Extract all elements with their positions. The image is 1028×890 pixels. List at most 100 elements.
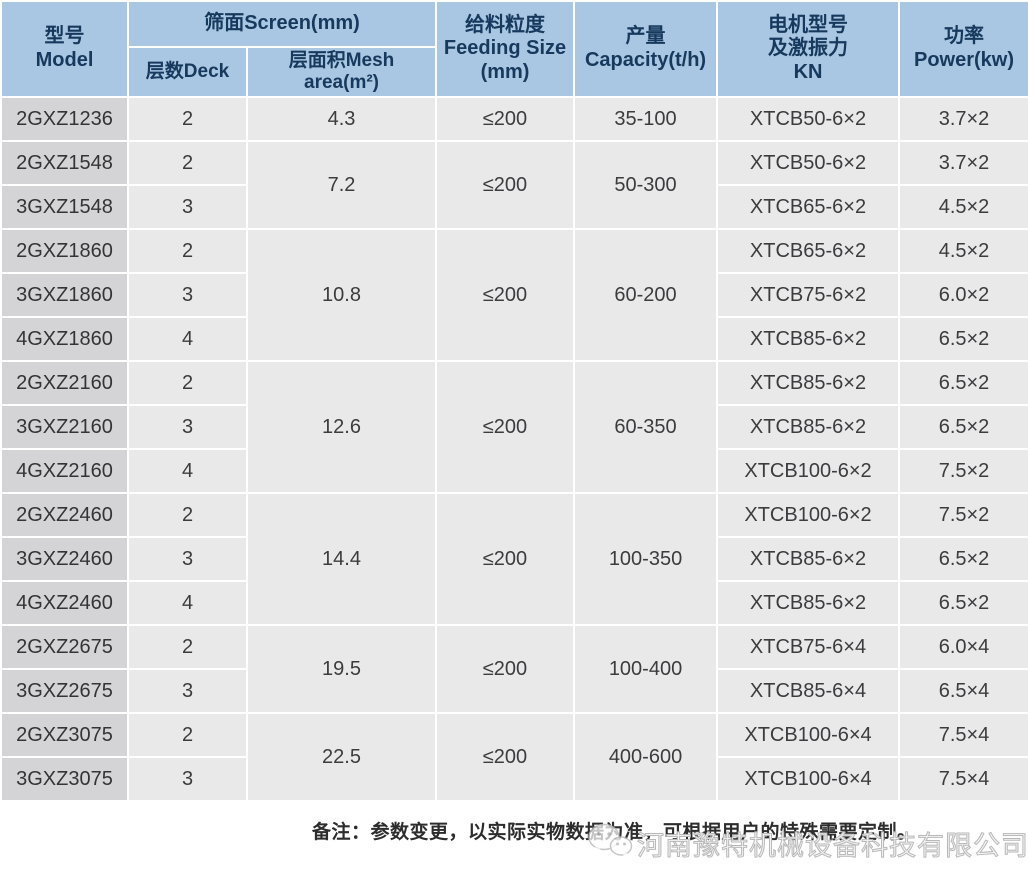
power-cell: 4.5×2 bbox=[898, 228, 1028, 274]
power-cell: 6.0×4 bbox=[898, 624, 1028, 670]
deck-cell: 2 bbox=[127, 228, 248, 274]
motor-cell: XTCB85-6×2 bbox=[716, 580, 901, 626]
deck-cell: 2 bbox=[127, 360, 248, 406]
deck-cell: 3 bbox=[127, 184, 248, 230]
table-row: 2GXZ3075 2 22.5 ≤200 400-600 XTCB100-6×4 7.5×4 bbox=[0, 712, 1028, 802]
deck-cell: 4 bbox=[127, 316, 248, 362]
capacity-cell: 60-200 bbox=[573, 228, 719, 362]
power-cell: 6.0×2 bbox=[898, 272, 1028, 318]
feeding-size-cell: ≤200 bbox=[435, 492, 576, 626]
capacity-cell: 100-350 bbox=[573, 492, 719, 626]
deck-cell: 2 bbox=[127, 492, 248, 538]
header-model: 型号 Model bbox=[0, 0, 129, 98]
mesh-area-cell: 7.2 bbox=[245, 140, 438, 230]
model-cell: 2GXZ1548 bbox=[0, 140, 129, 186]
spec-table-body: 2GXZ1236 2 4.3 ≤200 35-100 XTCB50-6×2 3.7×2 2GX… bbox=[0, 96, 1028, 802]
power-cell: 4.5×2 bbox=[898, 184, 1028, 230]
motor-cell: XTCB100-6×2 bbox=[716, 448, 901, 494]
table-row: 3GXZ3075 3 XTCB100-6×4 7.5×4 bbox=[0, 756, 1028, 802]
table-row: 3GXZ1860 3 XTCB75-6×2 6.0×2 bbox=[0, 272, 1028, 318]
mesh-area-cell: 19.5 bbox=[245, 624, 438, 714]
table-row: 2GXZ2160 2 12.6 ≤200 60-350 XTCB85-6×2 6.5×2 bbox=[0, 360, 1028, 494]
spec-table-header: 型号 Model 筛面Screen(mm) 给料粒度 Feeding Size … bbox=[0, 0, 1028, 98]
motor-cell: XTCB85-6×4 bbox=[716, 668, 901, 714]
motor-cell: XTCB65-6×2 bbox=[716, 228, 901, 274]
model-cell: 3GXZ1548 bbox=[0, 184, 129, 230]
deck-cell: 3 bbox=[127, 404, 248, 450]
header-motor: 电机型号 及激振力 KN bbox=[716, 0, 901, 98]
table-row: 3GXZ2460 3 XTCB85-6×2 6.5×2 bbox=[0, 536, 1028, 582]
table-row: 2GXZ2675 2 19.5 ≤200 100-400 XTCB75-6×4 6.0×4 bbox=[0, 624, 1028, 714]
model-cell: 4GXZ1860 bbox=[0, 316, 129, 362]
motor-cell: XTCB75-6×4 bbox=[716, 624, 901, 670]
power-cell: 6.5×2 bbox=[898, 316, 1028, 362]
deck-cell: 2 bbox=[127, 712, 248, 758]
feeding-size-cell: ≤200 bbox=[435, 140, 576, 230]
table-row: 4GXZ1860 4 XTCB85-6×2 6.5×2 bbox=[0, 316, 1028, 362]
model-cell: 3GXZ2675 bbox=[0, 668, 129, 714]
deck-cell: 2 bbox=[127, 96, 248, 142]
capacity-cell: 35-100 bbox=[573, 96, 719, 142]
capacity-cell: 50-300 bbox=[573, 140, 719, 230]
feeding-size-cell: ≤200 bbox=[435, 360, 576, 494]
header-mesh-area: 层面积Mesh area(m²) bbox=[245, 46, 438, 98]
model-cell: 2GXZ1860 bbox=[0, 228, 129, 274]
feeding-size-cell: ≤200 bbox=[435, 228, 576, 362]
header-capacity: 产量 Capacity(t/h) bbox=[573, 0, 719, 98]
model-cell: 3GXZ3075 bbox=[0, 756, 129, 802]
model-cell: 4GXZ2460 bbox=[0, 580, 129, 626]
motor-cell: XTCB75-6×2 bbox=[716, 272, 901, 318]
power-cell: 7.5×4 bbox=[898, 712, 1028, 758]
model-cell: 2GXZ2160 bbox=[0, 360, 129, 406]
power-cell: 7.5×2 bbox=[898, 448, 1028, 494]
spec-table: 型号 Model 筛面Screen(mm) 给料粒度 Feeding Size … bbox=[0, 0, 1028, 802]
mesh-area-cell: 22.5 bbox=[245, 712, 438, 802]
header-deck: 层数Deck bbox=[127, 46, 248, 98]
deck-cell: 3 bbox=[127, 756, 248, 802]
deck-cell: 4 bbox=[127, 448, 248, 494]
model-cell: 2GXZ3075 bbox=[0, 712, 129, 758]
power-cell: 7.5×4 bbox=[898, 756, 1028, 802]
model-cell: 3GXZ1860 bbox=[0, 272, 129, 318]
header-power: 功率 Power(kw) bbox=[898, 0, 1028, 98]
power-cell: 3.7×2 bbox=[898, 140, 1028, 186]
motor-cell: XTCB100-6×2 bbox=[716, 492, 901, 538]
power-cell: 6.5×2 bbox=[898, 580, 1028, 626]
model-cell: 4GXZ2160 bbox=[0, 448, 129, 494]
deck-cell: 3 bbox=[127, 272, 248, 318]
table-row: 3GXZ2675 3 XTCB85-6×4 6.5×4 bbox=[0, 668, 1028, 714]
table-row: 4GXZ2460 4 XTCB85-6×2 6.5×2 bbox=[0, 580, 1028, 626]
deck-cell: 3 bbox=[127, 536, 248, 582]
table-row: 2GXZ2460 2 14.4 ≤200 100-350 XTCB100-6×2 7.5×2 bbox=[0, 492, 1028, 626]
power-cell: 6.5×2 bbox=[898, 536, 1028, 582]
table-row: 2GXZ1548 2 7.2 ≤200 50-300 XTCB50-6×2 3.7×2 bbox=[0, 140, 1028, 230]
capacity-cell: 400-600 bbox=[573, 712, 719, 802]
model-cell: 2GXZ2460 bbox=[0, 492, 129, 538]
table-row: 3GXZ2160 3 XTCB85-6×2 6.5×2 bbox=[0, 404, 1028, 450]
motor-cell: XTCB85-6×2 bbox=[716, 536, 901, 582]
motor-cell: XTCB50-6×2 bbox=[716, 96, 901, 142]
capacity-cell: 100-400 bbox=[573, 624, 719, 714]
deck-cell: 2 bbox=[127, 140, 248, 186]
deck-cell: 4 bbox=[127, 580, 248, 626]
motor-cell: XTCB100-6×4 bbox=[716, 756, 901, 802]
feeding-size-cell: ≤200 bbox=[435, 96, 576, 142]
feeding-size-cell: ≤200 bbox=[435, 624, 576, 714]
deck-cell: 3 bbox=[127, 668, 248, 714]
motor-cell: XTCB50-6×2 bbox=[716, 140, 901, 186]
motor-cell: XTCB65-6×2 bbox=[716, 184, 901, 230]
model-cell: 3GXZ2460 bbox=[0, 536, 129, 582]
power-cell: 6.5×4 bbox=[898, 668, 1028, 714]
mesh-area-cell: 10.8 bbox=[245, 228, 438, 362]
model-cell: 2GXZ2675 bbox=[0, 624, 129, 670]
feeding-size-cell: ≤200 bbox=[435, 712, 576, 802]
note: 备注：参数变更，以实际实物数据为准，可根据用户的特殊需要定制。 bbox=[312, 822, 917, 843]
mesh-area-cell: 4.3 bbox=[245, 96, 438, 142]
power-cell: 6.5×2 bbox=[898, 404, 1028, 450]
header-feeding-size: 给料粒度 Feeding Size (mm) bbox=[435, 0, 576, 98]
mesh-area-cell: 12.6 bbox=[245, 360, 438, 494]
capacity-cell: 60-350 bbox=[573, 360, 719, 494]
motor-cell: XTCB85-6×2 bbox=[716, 360, 901, 406]
mesh-area-cell: 14.4 bbox=[245, 492, 438, 626]
motor-cell: XTCB85-6×2 bbox=[716, 404, 901, 450]
